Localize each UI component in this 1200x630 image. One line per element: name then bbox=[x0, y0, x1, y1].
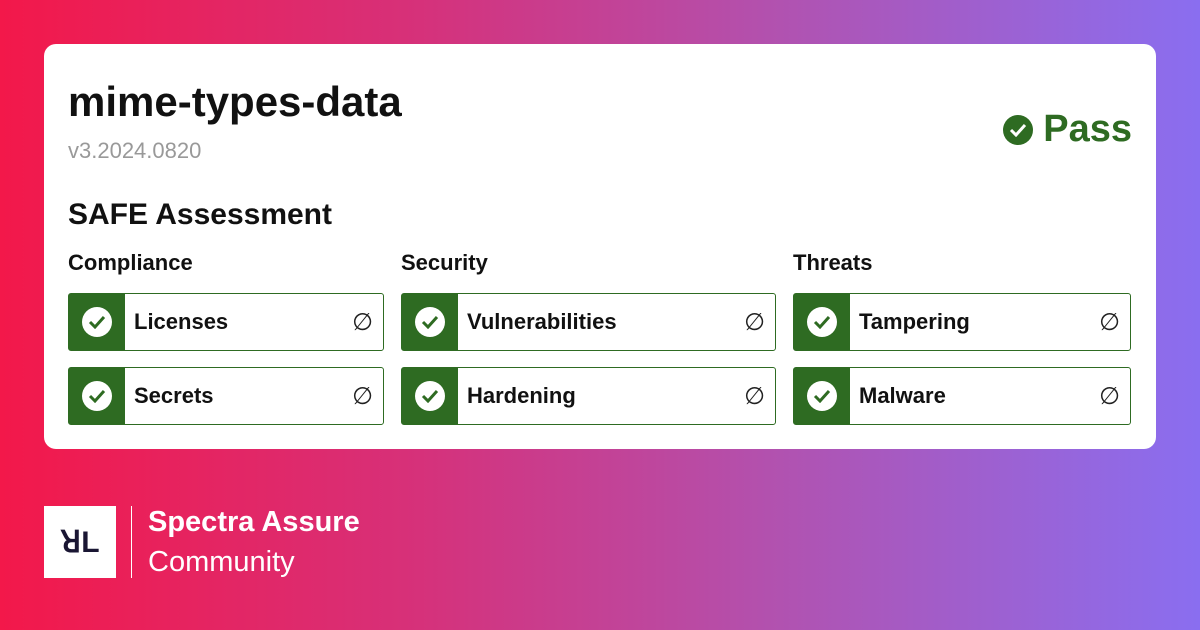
item-label: Malware bbox=[859, 383, 946, 408]
brand-edition: Community bbox=[148, 546, 295, 578]
check-circle-icon bbox=[82, 307, 112, 337]
empty-set-icon: ∅ bbox=[744, 308, 765, 336]
check-circle-icon bbox=[415, 381, 445, 411]
package-name: mime-types-data bbox=[68, 78, 402, 125]
check-circle-icon bbox=[82, 381, 112, 411]
pass-status: Pass bbox=[1003, 108, 1132, 151]
rl-logo: ꓤL bbox=[44, 506, 116, 578]
status-badge bbox=[69, 294, 125, 350]
check-item-hardening: Hardening ∅ bbox=[401, 367, 776, 425]
column-heading: Threats bbox=[793, 250, 873, 275]
assessment-card: mime-types-data v3.2024.0820 Pass SAFE A… bbox=[44, 44, 1156, 449]
empty-set-icon: ∅ bbox=[744, 382, 765, 410]
check-item-tampering: Tampering ∅ bbox=[793, 293, 1131, 351]
column-heading: Security bbox=[401, 250, 488, 275]
check-circle-icon bbox=[807, 307, 837, 337]
item-label: Licenses bbox=[134, 309, 229, 334]
status-badge bbox=[402, 294, 458, 350]
item-label: Hardening bbox=[467, 383, 576, 408]
column-threats: Threats Tampering ∅ Malware ∅ bbox=[793, 250, 1131, 441]
status-badge bbox=[69, 368, 125, 424]
check-item-vulnerabilities: Vulnerabilities ∅ bbox=[401, 293, 776, 351]
section-title: SAFE Assessment bbox=[68, 198, 332, 231]
brand-name: Spectra Assure bbox=[148, 506, 360, 538]
item-label: Tampering bbox=[859, 309, 970, 334]
status-badge bbox=[794, 294, 850, 350]
package-version: v3.2024.0820 bbox=[68, 138, 202, 163]
empty-set-icon: ∅ bbox=[1099, 382, 1120, 410]
logo-text: ꓤL bbox=[60, 525, 100, 559]
column-heading: Compliance bbox=[68, 250, 193, 275]
check-item-malware: Malware ∅ bbox=[793, 367, 1131, 425]
item-label: Vulnerabilities bbox=[467, 309, 617, 334]
check-circle-icon bbox=[415, 307, 445, 337]
divider bbox=[131, 506, 132, 578]
column-security: Security Vulnerabilities ∅ Hardening ∅ bbox=[401, 250, 776, 441]
empty-set-icon: ∅ bbox=[352, 382, 373, 410]
check-circle-icon bbox=[1003, 114, 1034, 145]
pass-label: Pass bbox=[1043, 108, 1132, 150]
empty-set-icon: ∅ bbox=[352, 308, 373, 336]
check-item-licenses: Licenses ∅ bbox=[68, 293, 384, 351]
status-badge bbox=[402, 368, 458, 424]
check-item-secrets: Secrets ∅ bbox=[68, 367, 384, 425]
column-compliance: Compliance Licenses ∅ Secrets ∅ bbox=[68, 250, 384, 441]
status-badge bbox=[794, 368, 850, 424]
check-circle-icon bbox=[807, 381, 837, 411]
empty-set-icon: ∅ bbox=[1099, 308, 1120, 336]
item-label: Secrets bbox=[134, 383, 214, 408]
